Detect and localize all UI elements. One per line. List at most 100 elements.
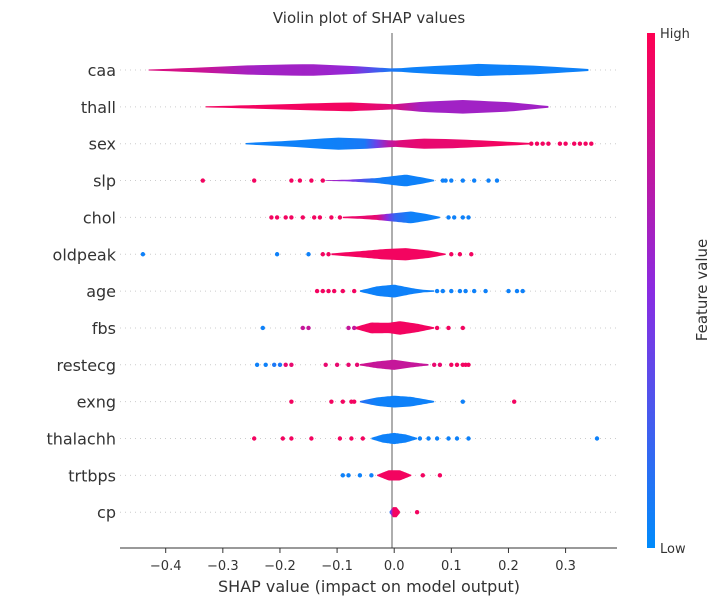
outlier-exng-6 (512, 399, 517, 404)
outlier-slp-11 (486, 178, 491, 183)
outlier-slp-4 (309, 178, 314, 183)
outlier-chol-5 (312, 215, 317, 220)
outlier-thalachh-2 (289, 436, 294, 441)
violin-thall (205, 100, 549, 114)
outlier-oldpeak-6 (457, 252, 463, 257)
outlier-restecg-5 (289, 362, 294, 367)
outlier-age-12 (483, 288, 488, 294)
outlier-age-15 (520, 288, 525, 294)
outlier-sex-5 (563, 141, 568, 146)
outlier-exng-0 (289, 399, 294, 404)
violin-chol (342, 211, 440, 224)
outlier-oldpeak-5 (449, 252, 454, 257)
violin-oldpeak (331, 248, 446, 261)
outlier-sex-7 (577, 141, 583, 146)
outlier-fbs-4 (352, 325, 357, 331)
outlier-restecg-11 (437, 362, 443, 367)
x-tick-label-4: 0.0 (384, 559, 405, 574)
outlier-trtbps-1 (346, 473, 351, 478)
x-tick-label-1: −0.3 (207, 559, 239, 574)
outlier-age-3 (332, 288, 337, 294)
outlier-fbs-6 (446, 325, 451, 331)
outlier-restecg-12 (449, 362, 454, 367)
outlier-slp-12 (494, 178, 500, 183)
outlier-age-13 (506, 288, 511, 294)
violin-thalachh (371, 432, 418, 445)
violin-age (359, 284, 435, 298)
outlier-age-1 (320, 288, 325, 294)
outlier-sex-9 (589, 141, 594, 146)
feature-label-sex: sex (89, 135, 116, 154)
feature-label-exng: exng (77, 393, 116, 412)
x-tick-label-6: 0.2 (498, 559, 519, 574)
outlier-restecg-13 (454, 362, 460, 367)
x-tick-label-5: 0.1 (441, 559, 462, 574)
outlier-restecg-0 (254, 362, 260, 367)
outlier-age-0 (314, 288, 320, 294)
outlier-chol-0 (269, 215, 274, 220)
outlier-fbs-1 (300, 325, 305, 331)
outlier-age-9 (457, 288, 463, 294)
feature-label-restecg: restecg (57, 356, 116, 375)
outlier-oldpeak-3 (320, 252, 325, 257)
feature-label-slp: slp (93, 172, 116, 191)
outlier-age-4 (340, 288, 345, 294)
outlier-chol-4 (300, 215, 305, 220)
x-tick-label-0: −0.4 (150, 559, 182, 574)
outlier-points (140, 141, 600, 515)
outlier-slp-1 (252, 178, 257, 183)
feature-labels: caa thall sex slp chol oldpeak age fbs restecg ex… (46, 61, 116, 522)
chart-title: Violin plot of SHAP values (273, 9, 465, 27)
outlier-thalachh-10 (446, 436, 451, 441)
outlier-exng-5 (460, 399, 465, 404)
outlier-sex-8 (583, 141, 588, 146)
outlier-fbs-2 (306, 325, 311, 331)
feature-label-fbs: fbs (92, 319, 116, 338)
colorbar-low-label: Low (660, 542, 686, 557)
outlier-sex-1 (534, 141, 540, 146)
outlier-chol-12 (466, 215, 471, 220)
outlier-oldpeak-1 (274, 252, 280, 257)
feature-label-cp: cp (97, 503, 116, 522)
feature-label-age: age (86, 282, 116, 301)
outlier-restecg-10 (432, 362, 437, 367)
outlier-age-2 (326, 288, 331, 294)
x-axis-label: SHAP value (impact on model output) (218, 577, 520, 596)
violin-restecg (359, 359, 429, 370)
outlier-trtbps-2 (357, 473, 363, 478)
x-axis-ticks: −0.4 −0.3 −0.2 −0.1 0.0 0.1 0.2 0.3 (150, 548, 576, 574)
outlier-thalachh-12 (466, 436, 471, 441)
outlier-oldpeak-7 (469, 252, 474, 257)
outlier-slp-2 (289, 178, 294, 183)
outlier-trtbps-0 (340, 473, 345, 478)
outlier-cp-0 (414, 510, 420, 515)
outlier-thalachh-0 (252, 436, 257, 441)
outlier-age-8 (449, 288, 454, 294)
feature-label-oldpeak: oldpeak (53, 245, 117, 264)
outlier-thalachh-5 (349, 436, 354, 441)
outlier-restecg-7 (334, 362, 340, 367)
outlier-restecg-4 (283, 362, 288, 367)
violin-sex (245, 137, 532, 150)
outlier-slp-0 (200, 178, 205, 183)
outlier-slp-8 (449, 178, 454, 183)
outlier-sex-6 (572, 141, 577, 146)
outlier-chol-1 (274, 215, 280, 220)
violin-caa (148, 63, 589, 77)
outlier-fbs-7 (460, 325, 465, 331)
outlier-age-7 (440, 288, 445, 294)
outlier-fbs-5 (434, 325, 440, 331)
outlier-restecg-9 (354, 362, 360, 367)
outlier-restecg-3 (277, 362, 283, 367)
outlier-sex-2 (540, 141, 545, 146)
outlier-chol-7 (329, 215, 334, 220)
outlier-oldpeak-4 (326, 252, 331, 257)
outlier-chol-8 (337, 215, 343, 220)
outlier-trtbps-5 (437, 473, 443, 478)
outlier-fbs-3 (346, 325, 351, 331)
feature-label-trtbps: trtbps (68, 466, 116, 485)
outlier-chol-11 (460, 215, 465, 220)
outlier-chol-2 (283, 215, 288, 220)
outlier-age-11 (472, 288, 477, 294)
